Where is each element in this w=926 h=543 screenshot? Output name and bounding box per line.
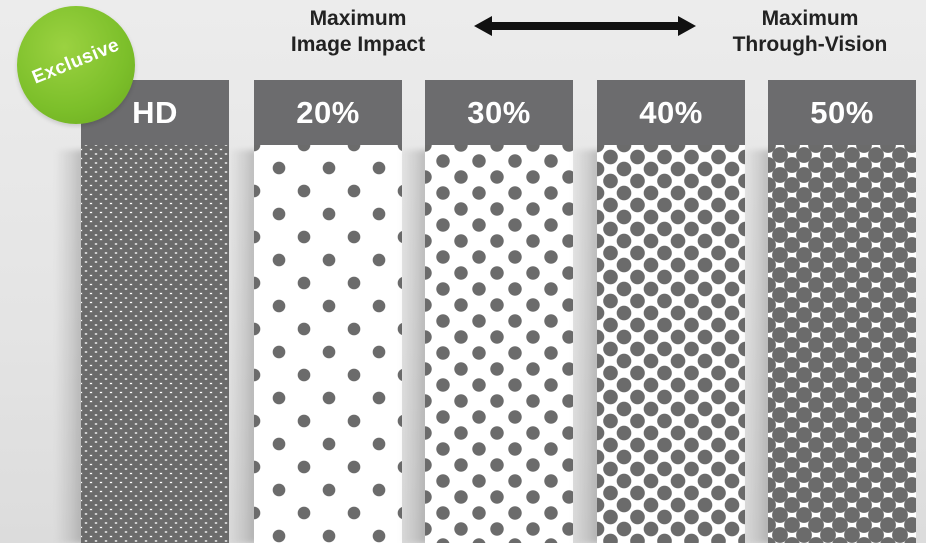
exclusive-badge: Exclusive	[17, 6, 135, 124]
left-label-line2: Image Impact	[290, 33, 426, 56]
panel-shadow	[55, 150, 85, 543]
panel-shadow	[228, 150, 258, 543]
panel-20: 20%	[228, 80, 402, 543]
panel-hd: HD	[55, 80, 229, 543]
panel-40: 40%	[571, 80, 745, 543]
right-label-line1: Maximum	[761, 7, 859, 30]
badge-text: Exclusive	[29, 34, 123, 89]
perforation-pattern-hd	[81, 145, 229, 543]
panel-header-30: 30%	[425, 80, 573, 145]
panel-shadow	[742, 150, 772, 543]
panel-header-20: 20%	[254, 80, 402, 145]
max-image-impact-label: Maximum Image Impact	[258, 6, 458, 58]
panel-header-40: 40%	[597, 80, 745, 145]
perforation-pattern-40	[597, 145, 745, 543]
panel-30: 30%	[399, 80, 573, 543]
panel-header-50: 50%	[768, 80, 916, 145]
max-through-vision-label: Maximum Through-Vision	[700, 6, 920, 58]
double-arrow-icon	[474, 16, 696, 36]
panel-shadow	[571, 150, 601, 543]
perforation-pattern-50	[768, 145, 916, 543]
panel-50: 50%	[742, 80, 916, 543]
left-label-line1: Maximum	[309, 7, 407, 30]
right-label-line2: Through-Vision	[732, 33, 888, 56]
perforation-pattern-30	[425, 145, 573, 543]
perforation-pattern-20	[254, 145, 402, 543]
panel-shadow	[399, 150, 429, 543]
